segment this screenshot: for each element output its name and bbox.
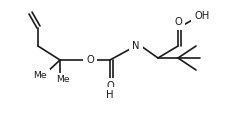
Text: O: O (174, 17, 182, 27)
Text: Me: Me (56, 75, 70, 84)
Text: O: O (106, 81, 114, 91)
Text: Me: Me (33, 71, 47, 80)
Text: H: H (106, 90, 114, 100)
Text: O: O (86, 55, 94, 65)
Text: OH: OH (194, 11, 210, 21)
Text: N: N (132, 41, 140, 51)
